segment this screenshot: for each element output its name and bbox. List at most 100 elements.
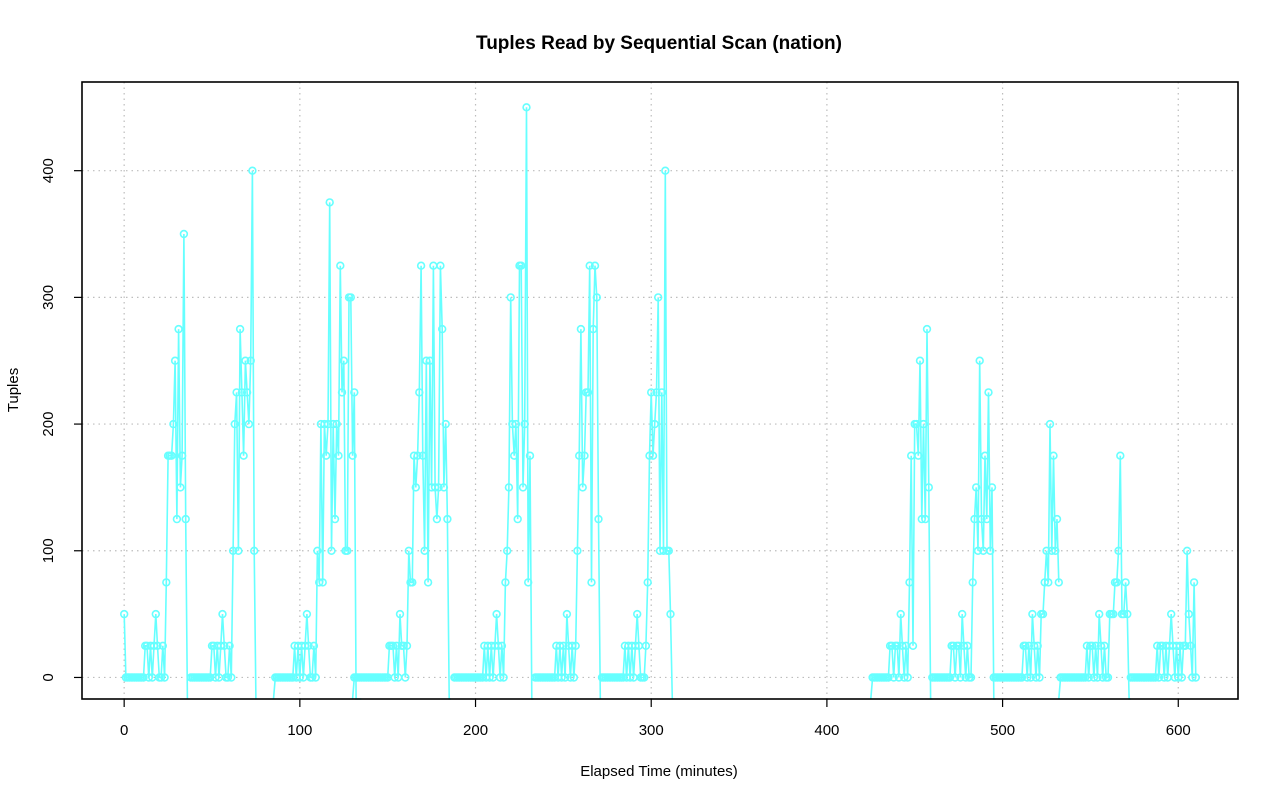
data-point (235, 324, 245, 334)
data-point (441, 419, 450, 429)
data-point (1119, 609, 1129, 619)
data-point (1159, 673, 1169, 682)
data-point (1022, 673, 1032, 682)
data-point (914, 451, 923, 460)
data-point (318, 578, 327, 587)
data-point (975, 356, 984, 365)
data-point (337, 388, 347, 397)
series-line (351, 265, 451, 700)
data-point (645, 451, 654, 460)
data-point (492, 609, 501, 619)
data-point (239, 451, 248, 460)
data-point (590, 261, 600, 270)
data-point (1033, 641, 1042, 650)
data-point (557, 673, 566, 682)
data-point (1052, 514, 1062, 524)
data-point (555, 641, 565, 650)
data-point (525, 451, 535, 460)
data-point (569, 673, 579, 682)
data-point (971, 483, 981, 492)
data-point (315, 578, 324, 587)
series-line (1058, 455, 1131, 700)
series-line (272, 202, 362, 700)
data-point (573, 546, 582, 555)
data-point (578, 483, 587, 492)
data-point (181, 514, 190, 524)
data-point (216, 641, 226, 650)
data-point (1151, 673, 1160, 682)
data-point (1047, 546, 1057, 555)
data-point (1051, 546, 1060, 555)
data-point (430, 483, 440, 492)
data-point (329, 419, 338, 429)
data-point (1096, 641, 1106, 650)
data-point (244, 419, 254, 429)
data-point (1049, 451, 1058, 460)
data-point (1084, 673, 1093, 682)
data-point (404, 546, 413, 555)
data-point (1186, 641, 1195, 650)
data-point (1182, 546, 1192, 555)
data-point (144, 673, 154, 682)
data-point (968, 578, 977, 587)
data-point (522, 103, 531, 112)
data-point (961, 673, 970, 682)
data-point (436, 261, 445, 270)
data-point (580, 451, 589, 460)
y-tick-label: 0 (40, 673, 57, 681)
data-point (156, 673, 166, 682)
data-point (903, 673, 912, 682)
data-point (332, 419, 341, 429)
data-point (950, 673, 960, 682)
data-point (1121, 578, 1130, 587)
data-point (585, 261, 594, 270)
data-point (242, 388, 252, 397)
data-point (230, 419, 240, 429)
data-point (425, 356, 435, 365)
data-point (666, 609, 675, 619)
data-point (945, 673, 955, 682)
data-point (1166, 609, 1176, 619)
y-axis: 0 100 200 300 400 (40, 158, 82, 682)
data-point (652, 388, 661, 397)
data-point (1091, 641, 1100, 650)
data-point (388, 641, 398, 650)
data-point (566, 673, 575, 682)
series-line (123, 233, 189, 700)
data-point (949, 641, 958, 650)
data-point (343, 546, 352, 555)
data-point (1082, 641, 1092, 650)
data-point (980, 451, 990, 460)
data-point (330, 514, 340, 524)
data-point (390, 673, 399, 682)
data-point (334, 451, 343, 460)
data-point (659, 546, 668, 555)
data-point (641, 641, 651, 650)
data-point (402, 641, 412, 650)
data-point (503, 546, 512, 555)
data-point (987, 483, 997, 492)
data-point (311, 673, 320, 682)
data-point (179, 229, 189, 239)
data-point (639, 673, 649, 682)
data-point (643, 578, 652, 587)
data-point (227, 673, 236, 682)
data-point (167, 451, 176, 460)
data-point (174, 324, 183, 334)
data-point (443, 514, 452, 524)
data-point (309, 641, 319, 650)
data-point (223, 673, 233, 682)
data-point (220, 641, 229, 650)
data-point (583, 388, 593, 397)
data-point (228, 546, 238, 555)
data-point (320, 419, 329, 429)
data-point (1054, 578, 1064, 587)
data-point (915, 356, 925, 365)
data-point (408, 578, 417, 587)
data-point (1174, 673, 1183, 682)
data-point (625, 673, 635, 682)
plot-frame (81, 81, 1239, 700)
series-line (870, 329, 933, 700)
data-point (954, 641, 963, 650)
